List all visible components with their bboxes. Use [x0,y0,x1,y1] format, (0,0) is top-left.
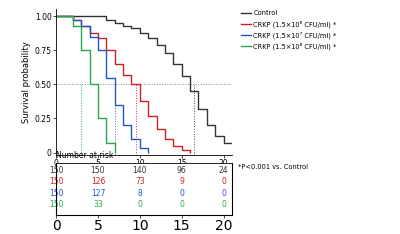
Text: 150: 150 [49,189,63,198]
Text: *P<0.001 vs. Control: *P<0.001 vs. Control [238,164,308,170]
Text: 96: 96 [177,166,186,175]
Text: Number at risk: Number at risk [56,151,113,160]
Text: 0: 0 [179,189,184,198]
Text: 33: 33 [93,200,103,209]
Text: 127: 127 [91,189,105,198]
Text: 150: 150 [49,200,63,209]
Text: 140: 140 [132,166,147,175]
Text: 0: 0 [137,200,142,209]
X-axis label: days: days [134,171,154,180]
Text: 9: 9 [179,177,184,186]
Text: 150: 150 [91,166,105,175]
Text: 8: 8 [138,189,142,198]
Text: 126: 126 [91,177,105,186]
Text: 0: 0 [179,200,184,209]
Text: 0: 0 [221,200,226,209]
Text: 150: 150 [49,177,63,186]
Text: 0: 0 [221,189,226,198]
Text: 73: 73 [135,177,145,186]
Text: 24: 24 [219,166,228,175]
Text: 150: 150 [49,166,63,175]
Legend: Control, CRKP (1.5×10⁶ CFU/ml) *, CRKP (1.5×10⁷ CFU/ml) *, CRKP (1.5×10⁸ CFU/ml): Control, CRKP (1.5×10⁶ CFU/ml) *, CRKP (… [241,10,337,50]
Y-axis label: Survival probability: Survival probability [22,41,31,123]
Text: 0: 0 [221,177,226,186]
